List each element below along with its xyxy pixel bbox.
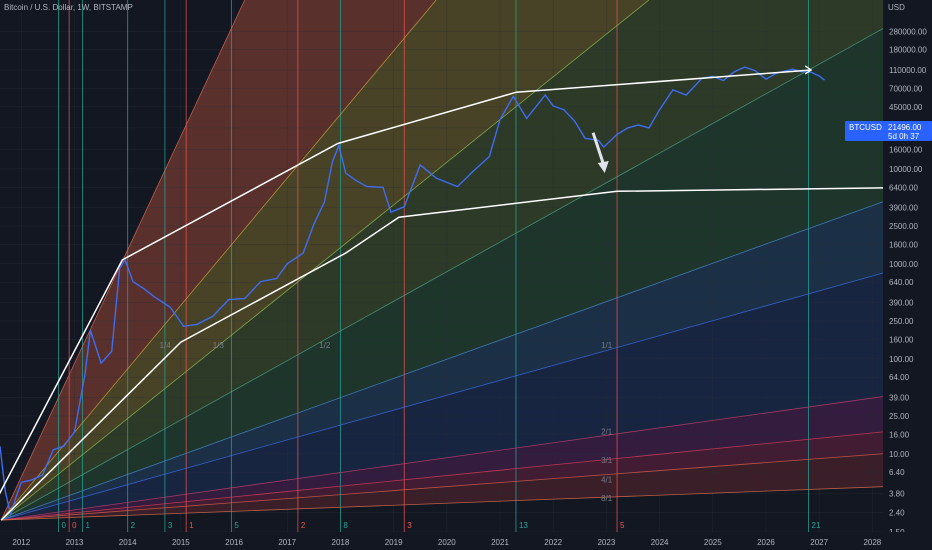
time-axis: 2012 2013 2014 2015 2016 2017 2018 2019 2020 2021… — [12, 538, 881, 547]
fib-time-label: 8 — [343, 521, 348, 530]
time-tick-label: 2028 — [863, 538, 881, 547]
time-tick-label: 2016 — [225, 538, 243, 547]
fib-time-label: 2 — [301, 521, 306, 530]
trend-line — [0, 69, 812, 495]
fib-time-label: 3 — [407, 521, 412, 530]
fib-time-label: 0 — [72, 521, 77, 530]
gann-fan-label: 1/4 — [160, 341, 172, 350]
price-badge-bg — [845, 121, 932, 141]
price-tick-label: 3.80 — [889, 490, 905, 499]
price-line — [0, 66, 825, 518]
price-tick-label: 6400.00 — [889, 183, 918, 192]
time-tick-label: 2023 — [597, 538, 615, 547]
price-tick-label: 390.00 — [889, 299, 914, 308]
price-tick-label: 64.00 — [889, 373, 910, 382]
time-tick-label: 2027 — [810, 538, 828, 547]
gann-fan-label: 8/1 — [601, 494, 613, 503]
gann-fan-labels: 1/4 1/3 1/2 1/1 2/1 3/1 4/1 8/1 — [160, 341, 613, 503]
price-tick-label: 2500.00 — [889, 222, 918, 231]
gann-fan-lines — [0, 0, 884, 521]
time-tick-label: 2018 — [332, 538, 350, 547]
gann-fan-label: 1/3 — [213, 341, 225, 350]
fib-time-label: 0 — [62, 521, 67, 530]
chart-title: Bitcoin / U.S. Dollar, 1W, BITSTAMP — [4, 3, 133, 12]
price-tick-label: 16.00 — [889, 430, 910, 439]
price-tick-label: 70000.00 — [889, 85, 923, 94]
gann-fan-label: 1/1 — [601, 341, 613, 350]
price-tick-label: 25.00 — [889, 412, 910, 421]
price-tick-label: 280000.00 — [889, 27, 927, 36]
fan-line — [1, 486, 884, 521]
time-axis-panel[interactable] — [0, 532, 932, 550]
price-tick-label: 16000.00 — [889, 145, 923, 154]
fib-time-label: 3 — [168, 521, 173, 530]
time-tick-label: 2025 — [704, 538, 722, 547]
currency-label: USD — [888, 3, 905, 12]
fan-line — [1, 431, 884, 521]
fan-line — [0, 0, 650, 521]
gann-fan-label: 2/1 — [601, 427, 613, 436]
gann-fan-label: 3/1 — [601, 456, 613, 465]
price-tick-label: 160.00 — [889, 335, 914, 344]
fib-time-label: 21 — [812, 521, 821, 530]
fan-fill — [1, 0, 884, 521]
price-tick-label: 10000.00 — [889, 165, 923, 174]
fan-line — [1, 453, 884, 521]
price-tick-label: 39.00 — [889, 394, 910, 403]
price-tick-label: 100.00 — [889, 355, 914, 364]
price-tick-label: 1000.00 — [889, 260, 918, 269]
down-arrow-head — [597, 160, 609, 173]
time-tick-label: 2013 — [66, 538, 84, 547]
price-badge[interactable]: BTCUSD 21496.00 5d 0h 37 — [845, 121, 932, 141]
price-tick-label: 110000.00 — [889, 66, 927, 75]
fib-time-label: 1 — [189, 521, 194, 530]
price-axis: 280000.00 180000.00 110000.00 70000.00 45000… — [889, 27, 927, 537]
price-tick-label: 250.00 — [889, 317, 914, 326]
time-tick-label: 2020 — [438, 538, 456, 547]
price-tick-label: 2.40 — [889, 509, 905, 518]
trend-line — [0, 187, 884, 521]
fan-line — [1, 396, 884, 521]
price-tick-label: 6.40 — [889, 468, 905, 477]
down-arrow-annotation — [591, 132, 609, 173]
price-tick-label: 180000.00 — [889, 46, 927, 55]
fan-line — [0, 201, 884, 521]
gann-fan-label: 4/1 — [601, 475, 613, 484]
price-badge-countdown: 5d 0h 37 — [888, 132, 920, 141]
time-tick-label: 2014 — [119, 538, 137, 547]
price-tick-label: 3900.00 — [889, 204, 918, 213]
time-tick-label: 2017 — [278, 538, 296, 547]
fan-line — [0, 272, 884, 521]
fib-time-label: 2 — [131, 521, 136, 530]
gann-fan-label: 1/2 — [319, 341, 331, 350]
fan-line — [0, 28, 884, 521]
time-tick-label: 2019 — [385, 538, 403, 547]
fib-time-label: 5 — [620, 521, 625, 530]
fib-time-label: 13 — [519, 521, 528, 530]
price-tick-label: 640.00 — [889, 278, 914, 287]
down-arrow-shaft — [591, 132, 606, 166]
price-badge-price: 21496.00 — [888, 123, 922, 132]
fib-time-label: 1 — [85, 521, 90, 530]
trend-lines — [0, 65, 884, 521]
time-tick-label: 2024 — [651, 538, 669, 547]
trend-arrowhead — [804, 65, 813, 75]
price-series — [0, 66, 825, 518]
time-tick-label: 2012 — [12, 538, 30, 547]
fib-time-label: 5 — [234, 521, 239, 530]
time-tick-label: 2022 — [544, 538, 562, 547]
price-axis-panel[interactable] — [883, 0, 932, 532]
time-tick-label: 2015 — [172, 538, 190, 547]
time-tick-label: 2021 — [491, 538, 509, 547]
price-badge-symbol: BTCUSD — [849, 123, 882, 132]
price-tick-label: 10.00 — [889, 450, 910, 459]
time-tick-label: 2026 — [757, 538, 775, 547]
price-tick-label: 45000.00 — [889, 103, 923, 112]
price-tick-label: 1600.00 — [889, 240, 918, 249]
